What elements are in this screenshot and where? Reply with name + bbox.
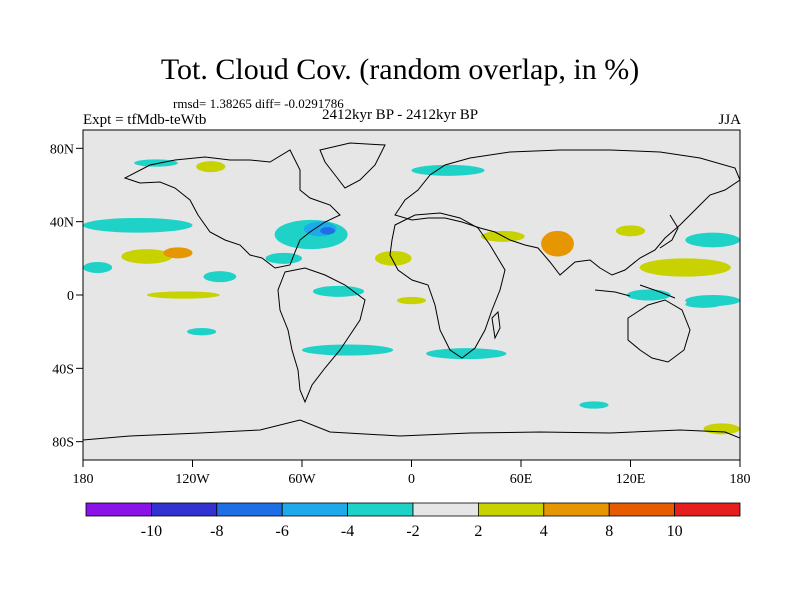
y-tick-label: 80N bbox=[50, 142, 74, 157]
y-tick-label: 40S bbox=[52, 362, 74, 377]
coastlines bbox=[83, 142, 740, 441]
y-tick-label: 0 bbox=[67, 289, 74, 304]
x-tick-label: 180 bbox=[73, 472, 94, 487]
colorbar-label: -8 bbox=[210, 523, 223, 540]
colorbar-label: 10 bbox=[667, 523, 683, 540]
colorbar-label: 8 bbox=[605, 523, 613, 540]
colorbar-swatch bbox=[85, 502, 152, 517]
x-tick-label: 120E bbox=[616, 472, 646, 487]
anomaly-patch bbox=[121, 249, 173, 264]
coastline-australia bbox=[627, 299, 691, 363]
anomaly-patch bbox=[83, 262, 113, 273]
anomaly-patch bbox=[541, 230, 574, 257]
anomaly-patch bbox=[134, 159, 178, 167]
x-tick-label: 120W bbox=[175, 472, 210, 487]
colorbar-label: -6 bbox=[276, 523, 289, 540]
anomaly-patch bbox=[685, 232, 740, 248]
experiment-label: Expt = tfMdb-teWtb bbox=[83, 112, 207, 128]
anomaly-patch bbox=[639, 258, 731, 277]
coastline-antarctica bbox=[83, 419, 740, 441]
map-frame bbox=[82, 129, 741, 461]
anomaly-patch bbox=[83, 218, 193, 233]
anomaly-patch bbox=[187, 328, 217, 336]
coastline-japan bbox=[659, 214, 679, 249]
anomaly-patch bbox=[426, 348, 507, 360]
colorbar-label: 2 bbox=[474, 523, 482, 540]
y-tick-label: 80S bbox=[52, 436, 74, 451]
anomaly-patch bbox=[411, 164, 485, 176]
coastline-south-america bbox=[277, 267, 366, 404]
anomaly-patch bbox=[302, 344, 394, 356]
period-label: 2412kyr BP - 2412kyr BP bbox=[321, 107, 479, 123]
coastline-eurasia bbox=[394, 149, 740, 276]
anomaly-patch bbox=[146, 291, 220, 299]
anomaly-patch bbox=[703, 423, 740, 435]
coastline-madagascar bbox=[491, 310, 501, 340]
colorbar-label: -2 bbox=[406, 523, 419, 540]
colorbar-swatch bbox=[216, 502, 283, 517]
anomaly-patch bbox=[626, 289, 671, 301]
colorbar-swatch bbox=[477, 502, 545, 517]
anomaly-patch bbox=[615, 225, 646, 237]
colorbar-swatch bbox=[347, 502, 414, 517]
season-label: JJA bbox=[718, 112, 741, 128]
y-tick-label: 40N bbox=[50, 216, 74, 231]
colorbar-swatch bbox=[608, 502, 676, 517]
anomaly-patch bbox=[265, 252, 302, 264]
anomaly-patch bbox=[196, 161, 226, 173]
coastline-north-america bbox=[123, 149, 341, 269]
x-tick-label: 60W bbox=[288, 472, 316, 487]
x-tick-label: 0 bbox=[408, 472, 415, 487]
colorbar-swatch bbox=[674, 502, 741, 517]
anomaly-patch bbox=[685, 300, 722, 308]
stats-line: rmsd= 1.38265 diff= -0.0291786 bbox=[173, 96, 344, 111]
colorbar-swatch bbox=[150, 502, 218, 517]
anomaly-patch bbox=[312, 285, 365, 297]
colorbar-label: 4 bbox=[540, 523, 548, 540]
anomaly-patch bbox=[685, 295, 740, 306]
colorbar-swatch bbox=[543, 502, 610, 517]
colorbar-label: -4 bbox=[341, 523, 354, 540]
colorbar: -10 -8 -6 -4 -2 2 4 8 10 bbox=[85, 502, 741, 540]
map-axes: 180 120W 60W 0 60E 120E 180 80N 40N 0 40S 80S bbox=[50, 142, 751, 487]
anomaly-patch bbox=[303, 221, 337, 237]
x-tick-label: 60E bbox=[510, 472, 533, 487]
anomaly-patch bbox=[203, 271, 237, 283]
colorbar-swatch bbox=[281, 502, 349, 517]
colorbar-swatch bbox=[412, 502, 479, 517]
anomaly-field bbox=[83, 159, 740, 435]
anomaly-patch bbox=[320, 227, 335, 235]
coastline-africa bbox=[389, 212, 506, 359]
anomaly-patch bbox=[274, 219, 348, 250]
anomaly-patch bbox=[396, 296, 427, 305]
map-background bbox=[83, 130, 740, 460]
anomaly-patch bbox=[163, 247, 193, 259]
colorbar-label: -10 bbox=[141, 523, 162, 540]
coastline-indonesia bbox=[594, 284, 676, 299]
x-tick-label: 180 bbox=[730, 472, 751, 487]
map-title: Tot. Cloud Cov. (random overlap, in %) bbox=[160, 53, 640, 86]
anomaly-patch bbox=[480, 230, 525, 242]
coastline-greenland bbox=[319, 142, 386, 189]
anomaly-patch bbox=[579, 401, 609, 409]
anomaly-patch bbox=[375, 251, 412, 266]
